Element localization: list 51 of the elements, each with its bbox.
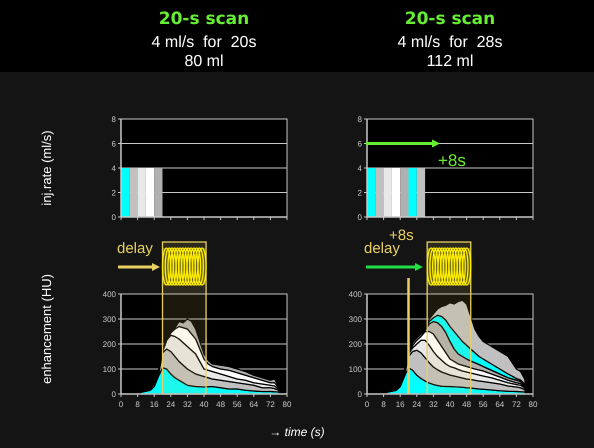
- x-tick-label: 40: [446, 400, 455, 409]
- x-tick-label: 0: [364, 400, 370, 409]
- x-tick-label: 56: [478, 400, 488, 409]
- y-tick-label: 6: [358, 140, 363, 148]
- x-tick-label: 16: [150, 400, 160, 409]
- x-tick-label: 8: [381, 400, 386, 409]
- y-tick-label: 100: [102, 365, 117, 374]
- x-tick-label: 8: [135, 400, 140, 409]
- x-tick-label: 48: [462, 400, 472, 409]
- x-tick-label: 24: [166, 400, 176, 409]
- y-tick-label: 200: [102, 340, 117, 349]
- x-tick-label: 72: [512, 400, 522, 409]
- y-tick-label: 400: [102, 290, 117, 299]
- y-tick-label: 8: [112, 115, 117, 124]
- y-tick-label: 100: [348, 365, 363, 374]
- y-tick-label: 0: [358, 390, 363, 399]
- y-tick-label: 300: [348, 315, 363, 324]
- x-tick-label: 64: [249, 400, 259, 409]
- y-tick-label: 0: [112, 390, 117, 399]
- x-tick-label: 40: [200, 400, 209, 409]
- x-axis-title: → time (s): [269, 425, 325, 439]
- x-tick-label: 32: [182, 400, 192, 409]
- chart-subtitle: 4 ml/s for 28s 112 ml: [398, 34, 502, 70]
- y-axis-title: enhancement (HU): [39, 274, 54, 384]
- x-tick-label: 48: [216, 400, 226, 409]
- x-tick-label: 80: [528, 400, 538, 409]
- x-tick-label: 16: [396, 400, 406, 409]
- y-axis-title: inj.rate (ml/s): [39, 130, 54, 206]
- chart-title: 20-s scan: [404, 9, 496, 29]
- x-tick-label: 56: [232, 400, 242, 409]
- y-tick-label: 6: [112, 140, 117, 148]
- y-tick-label: 2: [112, 188, 117, 198]
- text: delay: [117, 240, 154, 257]
- x-tick-label: 0: [118, 400, 124, 409]
- x-tick-label: 72: [266, 400, 276, 409]
- y-tick-label: 300: [102, 315, 117, 324]
- chart-subtitle: 4 ml/s for 20s 80 ml: [152, 34, 256, 70]
- x-tick-label: 32: [428, 400, 438, 409]
- annotation: +8s: [438, 151, 466, 170]
- y-tick-label: 4: [112, 164, 117, 173]
- y-tick-label: 8: [358, 115, 363, 124]
- x-tick-label: 24: [412, 400, 422, 409]
- y-tick-label: 200: [348, 340, 363, 349]
- x-tick-label: 64: [495, 400, 505, 409]
- y-tick-label: 400: [348, 290, 363, 299]
- y-tick-label: 0: [358, 213, 363, 222]
- x-tick-label: 80: [282, 400, 292, 409]
- y-tick-label: 2: [358, 188, 363, 198]
- y-tick-label: 0: [112, 213, 117, 222]
- chart-title: 20-s scan: [158, 9, 250, 29]
- y-tick-label: 4: [358, 164, 363, 173]
